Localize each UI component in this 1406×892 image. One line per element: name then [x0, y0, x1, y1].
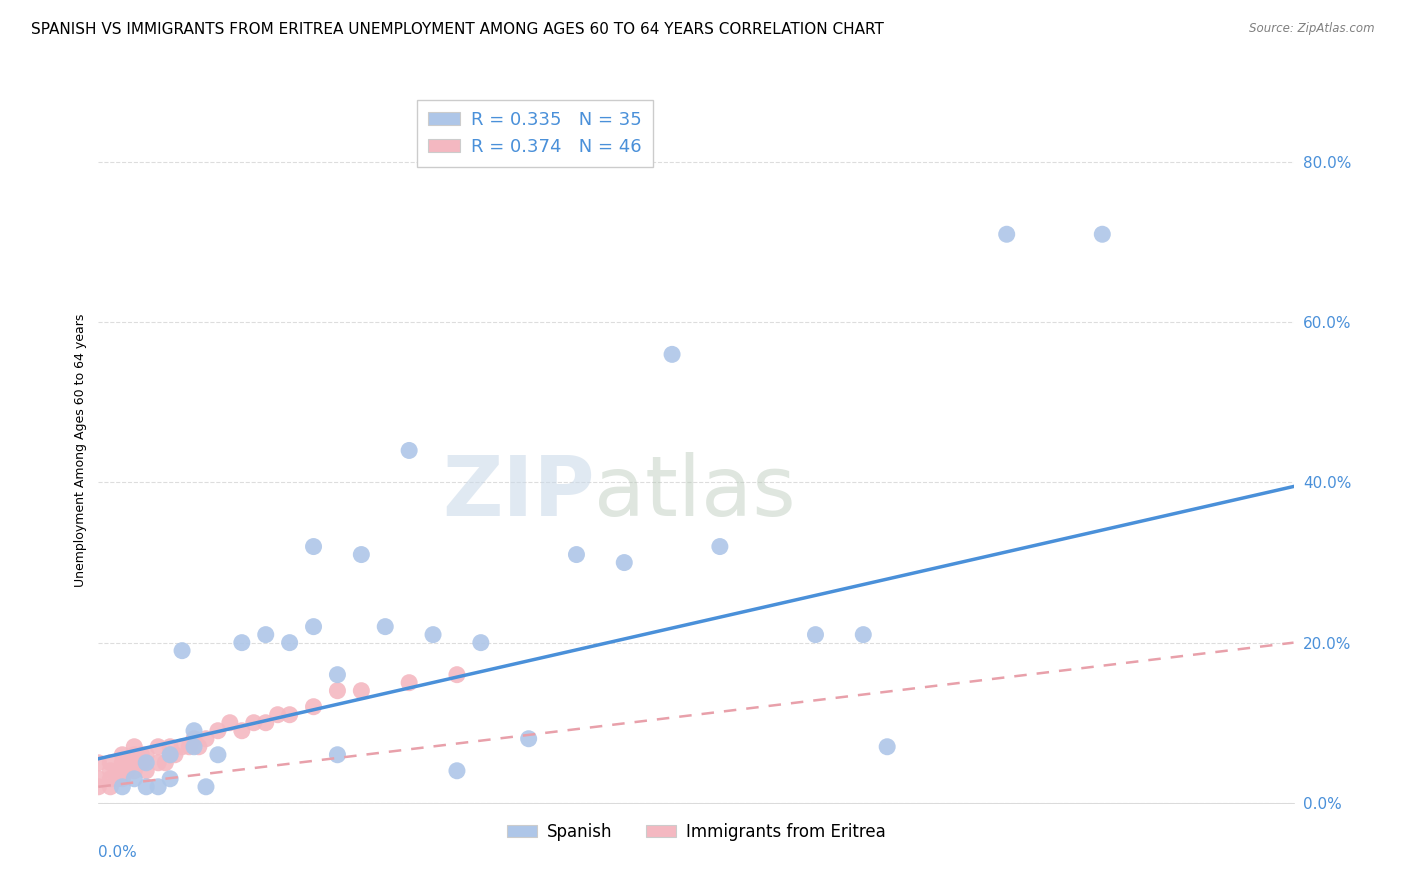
Point	[709, 540, 731, 554]
Point	[115, 764, 138, 778]
Text: atlas: atlas	[595, 452, 796, 533]
Point	[565, 548, 588, 562]
Point	[350, 548, 373, 562]
Point	[87, 756, 110, 770]
Y-axis label: Unemployment Among Ages 60 to 64 years: Unemployment Among Ages 60 to 64 years	[75, 314, 87, 587]
Point	[254, 715, 277, 730]
Point	[98, 772, 122, 786]
Point	[326, 683, 349, 698]
Point	[195, 731, 218, 746]
Point	[98, 780, 122, 794]
Point	[87, 780, 110, 794]
Point	[517, 731, 540, 746]
Point	[111, 772, 134, 786]
Text: SPANISH VS IMMIGRANTS FROM ERITREA UNEMPLOYMENT AMONG AGES 60 TO 64 YEARS CORREL: SPANISH VS IMMIGRANTS FROM ERITREA UNEMP…	[31, 22, 884, 37]
Point	[187, 739, 209, 754]
Point	[243, 715, 266, 730]
Point	[398, 443, 420, 458]
Point	[159, 747, 181, 762]
Point	[398, 675, 420, 690]
Point	[124, 764, 146, 778]
Text: ZIP: ZIP	[441, 452, 595, 533]
Point	[254, 627, 277, 641]
Point	[98, 756, 122, 770]
Point	[278, 707, 301, 722]
Point	[1091, 227, 1114, 242]
Point	[231, 723, 253, 738]
Point	[219, 715, 242, 730]
Point	[148, 756, 170, 770]
Point	[163, 747, 186, 762]
Point	[278, 635, 301, 649]
Point	[374, 619, 396, 633]
Point	[107, 764, 129, 778]
Point	[302, 540, 325, 554]
Point	[148, 780, 170, 794]
Point	[131, 747, 153, 762]
Point	[350, 683, 373, 698]
Point	[852, 627, 875, 641]
Point	[155, 756, 177, 770]
Point	[302, 699, 325, 714]
Point	[98, 764, 122, 778]
Point	[111, 756, 134, 770]
Point	[876, 739, 898, 754]
Point	[422, 627, 444, 641]
Point	[804, 627, 827, 641]
Point	[470, 635, 492, 649]
Point	[115, 756, 138, 770]
Point	[179, 739, 201, 754]
Point	[87, 772, 110, 786]
Point	[302, 619, 325, 633]
Legend: Spanish, Immigrants from Eritrea: Spanish, Immigrants from Eritrea	[501, 816, 891, 847]
Point	[124, 739, 146, 754]
Point	[183, 723, 205, 738]
Point	[446, 764, 468, 778]
Point	[195, 780, 218, 794]
Point	[135, 764, 157, 778]
Point	[183, 739, 205, 754]
Point	[111, 780, 134, 794]
Point	[159, 772, 181, 786]
Point	[326, 747, 349, 762]
Point	[446, 667, 468, 681]
Point	[124, 756, 146, 770]
Point	[231, 635, 253, 649]
Point	[183, 731, 205, 746]
Point	[111, 764, 134, 778]
Point	[135, 747, 157, 762]
Point	[148, 739, 170, 754]
Point	[124, 772, 146, 786]
Point	[159, 739, 181, 754]
Point	[135, 756, 157, 770]
Point	[135, 780, 157, 794]
Point	[159, 747, 181, 762]
Point	[207, 723, 229, 738]
Point	[172, 739, 194, 754]
Point	[172, 643, 194, 657]
Point	[613, 556, 636, 570]
Point	[326, 667, 349, 681]
Point	[661, 347, 683, 361]
Text: 0.0%: 0.0%	[98, 845, 138, 860]
Point	[124, 747, 146, 762]
Point	[111, 747, 134, 762]
Point	[207, 747, 229, 762]
Text: Source: ZipAtlas.com: Source: ZipAtlas.com	[1250, 22, 1375, 36]
Point	[131, 756, 153, 770]
Point	[107, 772, 129, 786]
Point	[267, 707, 290, 722]
Point	[995, 227, 1018, 242]
